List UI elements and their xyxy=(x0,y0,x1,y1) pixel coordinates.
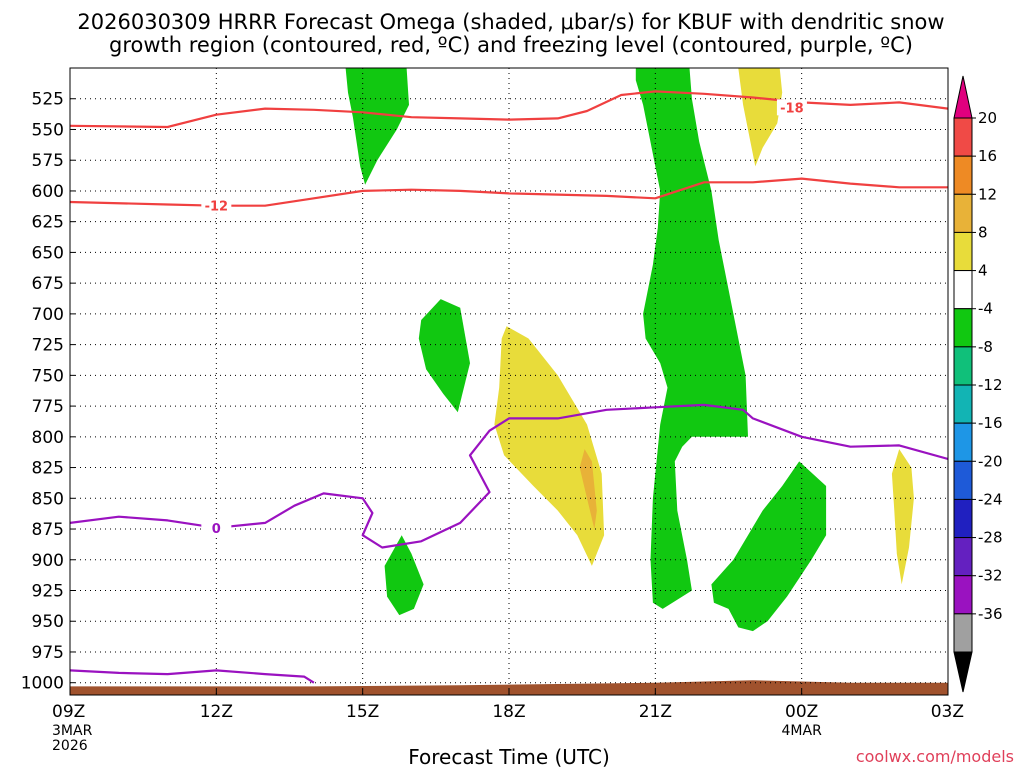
x-tick-label: 21Z xyxy=(639,702,672,722)
omega-region-green-upper-left xyxy=(345,68,409,185)
colorbar-label: -32 xyxy=(978,567,1003,585)
dgz-contour-label: -18 xyxy=(780,101,804,116)
freezing-level-contour-label-bg xyxy=(201,519,232,536)
x-tick-label: 12Z xyxy=(200,702,233,722)
x-date-label: 2026 xyxy=(52,738,88,754)
colorbar-label: -28 xyxy=(978,529,1003,547)
colorbar-label: 12 xyxy=(978,185,997,203)
terrain-fill xyxy=(70,680,948,695)
y-tick-label: 825 xyxy=(32,459,64,479)
y-tick-label: 525 xyxy=(32,90,64,110)
x-tick-label: 15Z xyxy=(346,702,379,722)
colorbar-label: -20 xyxy=(978,452,1003,470)
omega-region-orange-lower-center xyxy=(579,449,597,529)
y-tick-label: 775 xyxy=(32,397,64,417)
colorbar-label: -36 xyxy=(978,605,1003,623)
chart-title-line-1: 2026030309 HRRR Forecast Omega (shaded, … xyxy=(77,10,944,34)
colorbar-segment xyxy=(953,613,973,653)
colorbar-label: -24 xyxy=(978,490,1003,508)
colorbar-label: 8 xyxy=(978,223,988,241)
omega-shading-layer xyxy=(345,68,914,632)
y-tick-label: 675 xyxy=(32,274,64,294)
dgz-contour xyxy=(70,177,948,207)
colorbar-segment xyxy=(953,231,973,272)
y-tick-label: 625 xyxy=(32,213,64,233)
omega-region-yellow-lower-right xyxy=(891,449,914,585)
colorbar: 20 16 12 8 4 -4 -8 -12 -16 -20 -24 -28 -32 -36 xyxy=(953,75,1003,693)
y-tick-label: 925 xyxy=(32,582,64,602)
dgz-contour xyxy=(70,90,948,129)
x-tick-label: 03Z xyxy=(931,702,964,722)
colorbar-segment xyxy=(953,270,973,310)
y-tick-label: 700 xyxy=(32,305,64,325)
y-tick-label: 725 xyxy=(32,336,64,356)
omega-region-yellow-lower-center xyxy=(494,326,605,566)
y-tick-label: 900 xyxy=(32,551,64,571)
y-tick-label: 1000 xyxy=(21,674,64,694)
colorbar-segment xyxy=(953,117,973,157)
y-tick-label: 750 xyxy=(32,366,64,386)
colorbar-top-arrow xyxy=(953,75,973,119)
colorbar-segment xyxy=(953,422,973,462)
x-tick-label: 00Z xyxy=(785,702,818,722)
colorbar-label: -16 xyxy=(978,414,1003,432)
x-axis-label: Forecast Time (UTC) xyxy=(408,745,610,768)
colorbar-label: -12 xyxy=(978,376,1003,394)
colorbar-label: -4 xyxy=(978,300,993,318)
credit-text: coolwx.com/models xyxy=(856,747,1014,766)
colorbar-segment xyxy=(953,308,973,348)
colorbar-label: -8 xyxy=(978,338,993,356)
chart-title-line-2: growth region (contoured, red, ºC) and f… xyxy=(109,33,913,57)
y-tick-label: 850 xyxy=(32,489,64,509)
freezing-level-contour xyxy=(70,403,948,549)
y-tick-label: 650 xyxy=(32,243,64,263)
dgz-contour-label-bg xyxy=(776,99,807,116)
freezing-level-contour xyxy=(70,669,315,684)
colorbar-segment xyxy=(953,346,973,386)
omega-region-green-right-blob xyxy=(711,461,827,632)
colorbar-segment xyxy=(953,498,973,539)
colorbar-segment xyxy=(953,575,973,615)
y-tick-label: 575 xyxy=(32,151,64,171)
x-tick-label: 18Z xyxy=(492,702,525,722)
colorbar-label: 20 xyxy=(978,109,997,127)
x-date-label: 3MAR xyxy=(52,723,93,739)
y-tick-label: 950 xyxy=(32,612,64,632)
colorbar-segment xyxy=(953,155,973,195)
colorbar-bottom-arrow xyxy=(953,651,973,693)
y-axis: 525 550 575 600 625 650 675 700 725 750 775 800 825 8… xyxy=(21,90,75,694)
y-tick-label: 975 xyxy=(32,643,64,663)
colorbar-label: 4 xyxy=(978,262,988,280)
x-tick-label: 09Z xyxy=(52,702,85,722)
colorbar-segment xyxy=(953,537,973,577)
omega-region-green-lower-blob xyxy=(384,535,424,616)
y-tick-label: 600 xyxy=(32,182,64,202)
x-date-label: 4MAR xyxy=(782,723,823,739)
freezing-level-contour-label: 0 xyxy=(212,522,221,537)
colorbar-segment xyxy=(953,384,973,424)
y-tick-label: 800 xyxy=(32,428,64,448)
colorbar-label: 16 xyxy=(978,147,997,165)
dgz-contour-label: -12 xyxy=(205,200,229,215)
y-tick-label: 550 xyxy=(32,120,64,140)
dgz-contour-label-bg xyxy=(201,197,232,214)
y-tick-label: 875 xyxy=(32,520,64,540)
omega-region-yellow-upper-right xyxy=(738,68,783,167)
terrain-layer xyxy=(70,680,948,695)
colorbar-segment xyxy=(953,460,973,500)
omega-region-green-main-column xyxy=(635,68,748,609)
contour-layer: -18 -12 0 xyxy=(70,90,948,684)
omega-region-green-mid-blob xyxy=(418,299,470,413)
colorbar-segment xyxy=(953,193,973,233)
